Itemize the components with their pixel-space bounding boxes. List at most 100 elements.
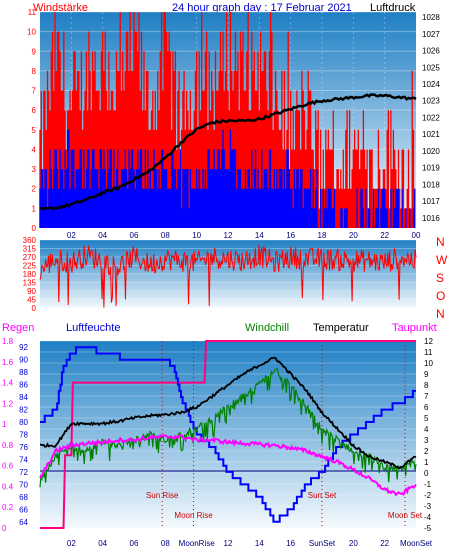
temperature-tick-label: 12 <box>424 337 433 346</box>
wind-tick-label: 7 <box>32 87 37 96</box>
humidity-tick-label: 92 <box>19 343 28 352</box>
hour-tick-label: 04 <box>98 539 107 548</box>
humidity-y-ticks: 64 66 68 70 72 74 76 78 80 82 84 86 88 90 92 <box>19 343 28 527</box>
humidity-tick-label: 86 <box>19 381 28 390</box>
rain-tick-label: 1.2 <box>2 399 14 408</box>
temperature-tick-label: 5 <box>424 414 429 423</box>
humidity-tick-label: 72 <box>19 468 28 477</box>
wind-y-ticks: 0 1 2 3 4 5 6 7 8 9 10 11 <box>27 8 36 233</box>
pressure-tick-label: 1025 <box>422 63 440 72</box>
pressure-tick-label: 1024 <box>422 80 440 89</box>
humidity-tick-label: 80 <box>19 418 28 427</box>
temperature-tick-label: 4 <box>424 425 429 434</box>
wind-tick-label: 3 <box>32 165 37 174</box>
humidity-tick-label: 76 <box>19 443 28 452</box>
direction-tick-label: 0 <box>32 304 37 313</box>
pressure-line <box>39 93 417 211</box>
windchill-line <box>39 367 417 488</box>
rain-tick-label: 1.6 <box>2 358 14 367</box>
hour-tick-label: 06 <box>130 539 139 548</box>
humidity-tick-label: 82 <box>19 406 28 415</box>
pressure-axis-title: Luftdruck <box>370 2 416 14</box>
pressure-tick-label: 1026 <box>422 47 440 56</box>
direction-tick-label: 45 <box>27 296 36 305</box>
compass-label: N <box>436 307 445 321</box>
pressure-tick-label: 1021 <box>422 130 440 139</box>
rain-tick-label: 0 <box>2 524 7 533</box>
hour-tick-label: 14 <box>255 231 264 240</box>
direction-line <box>39 244 417 308</box>
hour-tick-label: MoonSet <box>400 539 433 548</box>
rain-axis-title: Regen <box>2 322 34 334</box>
hour-tick-label: 16 <box>286 539 295 548</box>
humidity-axis-title: Luftfeuchte <box>66 322 120 334</box>
wind-tick-label: 4 <box>32 145 37 154</box>
pressure-tick-label: 1016 <box>422 214 440 223</box>
temperature-tick-label: -4 <box>424 513 432 522</box>
rain-tick-label: 1 <box>2 420 7 429</box>
wind-tick-label: 6 <box>32 106 37 115</box>
hour-tick-label: 00 <box>412 231 421 240</box>
humidity-tick-label: 68 <box>19 493 28 502</box>
event-label: Sun Rise <box>146 491 179 500</box>
pressure-tick-label: 1027 <box>422 30 440 39</box>
wind-tick-label: 9 <box>32 47 37 56</box>
humidity-tick-label: 90 <box>19 356 28 365</box>
temperature-tick-label: 2 <box>424 447 429 456</box>
direction-tick-label: 135 <box>23 279 37 288</box>
rain-tick-label: 0.4 <box>2 482 14 491</box>
temperature-tick-label: 0 <box>424 469 429 478</box>
windchill-legend: Windchill <box>245 322 289 334</box>
event-label: Moon Set <box>388 511 423 520</box>
compass-label: W <box>436 253 448 267</box>
temperature-tick-label: -3 <box>424 502 432 511</box>
temperature-x-ticks: 02 04 06 08 MoonRise 12 14 16 SunSet 20 22 MoonSet <box>67 539 433 548</box>
hour-tick-label: SunSet <box>309 539 336 548</box>
rain-line <box>40 340 416 529</box>
wind-x-ticks: 02 04 06 08 10 12 14 16 18 20 22 00 <box>67 231 421 240</box>
direction-panel-grid <box>40 239 416 309</box>
hour-tick-label: 12 <box>224 539 233 548</box>
humidity-tick-label: 64 <box>19 518 28 527</box>
hour-tick-label: 02 <box>67 231 76 240</box>
direction-tick-label: 225 <box>23 262 37 271</box>
wind-tick-label: 1 <box>32 204 37 213</box>
wind-tick-label: 11 <box>28 8 37 17</box>
humidity-tick-label: 74 <box>19 455 28 464</box>
temperature-line <box>40 356 417 470</box>
humidity-tick-label: 78 <box>19 431 28 440</box>
rain-tick-label: 0.8 <box>2 441 14 450</box>
hour-tick-label: 22 <box>380 231 389 240</box>
temperature-tick-label: 11 <box>424 348 433 357</box>
pressure-tick-label: 1022 <box>422 113 440 122</box>
direction-tick-label: 360 <box>23 236 37 245</box>
hour-tick-label: 20 <box>349 231 358 240</box>
hour-tick-label: 10 <box>192 231 201 240</box>
temperature-tick-label: 9 <box>424 370 429 379</box>
hour-tick-label: 04 <box>98 231 107 240</box>
wind-tick-label: 0 <box>32 224 37 233</box>
direction-tick-label: 180 <box>23 270 37 279</box>
temperature-tick-label: -1 <box>424 480 432 489</box>
wind-tick-label: 10 <box>27 28 36 37</box>
hour-tick-label: 02 <box>67 539 76 548</box>
rain-tick-label: 1.8 <box>2 337 14 346</box>
temperature-tick-label: 10 <box>424 359 433 368</box>
rain-tick-label: 0.6 <box>2 462 14 471</box>
hour-tick-label: 08 <box>161 539 170 548</box>
event-label: Moon Rise <box>174 511 213 520</box>
pressure-tick-label: 1028 <box>422 13 440 22</box>
chart-title: 24 hour graph day : 17 Februar 2021 <box>172 2 352 14</box>
wind-tick-label: 8 <box>32 67 37 76</box>
temperature-tick-label: 3 <box>424 436 429 445</box>
rain-y-ticks: 0 0.2 0.4 0.6 0.8 1 1.2 1.4 1.6 1.8 <box>2 337 14 533</box>
hour-tick-label: MoonRise <box>179 539 216 548</box>
event-label: Sun Set <box>308 491 337 500</box>
hour-tick-label: 06 <box>130 231 139 240</box>
direction-tick-label: 90 <box>27 287 36 296</box>
rain-tick-label: 1.4 <box>2 379 14 388</box>
